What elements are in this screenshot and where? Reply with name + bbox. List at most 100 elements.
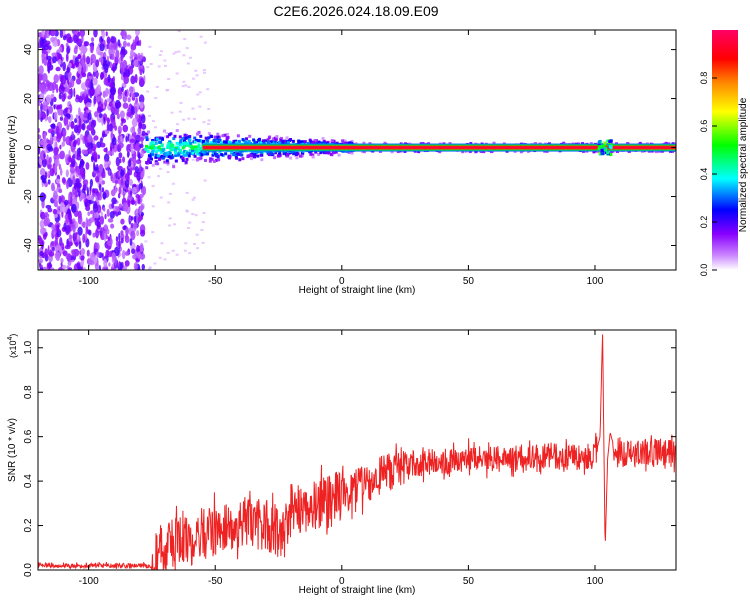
noise-cell <box>137 216 142 223</box>
noise-cell <box>39 267 44 270</box>
noise-cell <box>85 102 92 108</box>
onset-cell <box>158 157 162 161</box>
top-plot-frame <box>37 29 677 271</box>
noise-cell <box>98 163 104 174</box>
noise-cell <box>124 251 130 256</box>
halo-cell <box>396 151 400 154</box>
halo-cell <box>362 151 366 154</box>
onset-cell <box>267 136 271 140</box>
top-x-tick-label-1: -50 <box>208 276 223 287</box>
noise-cell <box>97 154 101 160</box>
noise-cell <box>130 230 136 241</box>
noise-cell <box>113 41 118 51</box>
faint-cell <box>201 221 205 224</box>
onset-cell <box>171 146 175 150</box>
onset-cell <box>145 161 149 165</box>
noise-cell <box>120 218 125 225</box>
noise-cell <box>41 38 47 44</box>
onset-cell <box>172 165 176 169</box>
halo-cell <box>543 150 547 153</box>
onset-cell <box>235 156 239 160</box>
colorbar-tick-label-0: 0.0 <box>699 264 709 277</box>
onset-cell <box>291 139 295 143</box>
onset-cell <box>269 152 273 156</box>
onset-cell <box>178 135 182 139</box>
noise-cell <box>77 64 82 74</box>
faint-cell <box>152 120 156 123</box>
halo-cell <box>526 151 530 154</box>
onset-cell <box>208 159 212 163</box>
bottom-x-tick-label-1: -50 <box>208 576 223 587</box>
onset-cell <box>173 151 177 155</box>
noise-cell <box>130 126 136 134</box>
noise-cell <box>40 211 46 220</box>
noise-cell <box>140 170 145 178</box>
noise-cell <box>96 172 103 178</box>
noise-cell <box>47 179 51 185</box>
onset-cell <box>193 140 197 144</box>
noise-cell <box>90 155 94 163</box>
colorbar-tick-label-2: 0.4 <box>699 168 709 181</box>
faint-cell <box>179 101 183 104</box>
top-y-tick-label-2: 0 <box>23 144 34 150</box>
noise-cell <box>127 186 131 191</box>
noise-cell <box>95 228 100 239</box>
faint-cell <box>185 47 189 50</box>
faint-cell <box>167 77 171 80</box>
noise-cell <box>122 190 125 199</box>
noise-cell <box>66 238 69 248</box>
faint-cell <box>146 90 150 93</box>
faint-cell <box>183 249 187 252</box>
onset-cell <box>309 152 313 156</box>
onset-cell <box>266 138 270 142</box>
noise-cell <box>102 192 107 200</box>
onset-cell <box>161 137 165 141</box>
noise-cell <box>120 169 125 177</box>
onset-cell <box>311 155 315 159</box>
noise-cell <box>117 93 123 100</box>
onset-cell <box>313 139 317 143</box>
noise-cell <box>110 117 114 123</box>
onset-cell <box>181 156 185 160</box>
noise-cell <box>89 185 92 191</box>
noise-cell <box>57 58 62 65</box>
noise-cell <box>126 144 132 153</box>
onset-cell <box>274 140 278 144</box>
noise-cell <box>89 252 95 261</box>
noise-cell <box>49 168 55 177</box>
onset-cell <box>158 136 162 140</box>
onset-cell <box>237 152 241 156</box>
noise-cell <box>117 101 122 108</box>
noise-cell <box>71 249 77 257</box>
noise-cell <box>122 124 129 133</box>
onset-cell <box>178 143 182 147</box>
onset-cell <box>279 138 283 142</box>
onset-cell <box>206 139 210 143</box>
halo-cell <box>474 150 478 153</box>
noise-cell <box>90 37 95 42</box>
onset-cell <box>160 143 164 147</box>
noise-cell <box>69 78 75 88</box>
noise-cell <box>48 116 52 124</box>
noise-cell <box>66 33 72 43</box>
noise-cell <box>141 130 146 137</box>
noise-cell <box>135 99 138 105</box>
halo-cell <box>361 150 365 153</box>
noise-cell <box>117 39 121 47</box>
onset-cell <box>155 150 159 154</box>
halo-cell <box>638 141 642 144</box>
onset-cell <box>212 159 216 163</box>
noise-cell <box>53 135 58 142</box>
onset-cell <box>224 152 228 156</box>
noise-cell <box>61 242 65 251</box>
onset-cell <box>189 141 193 145</box>
onset-cell <box>232 153 236 157</box>
noise-cell <box>121 86 124 92</box>
noise-cell <box>107 250 113 258</box>
noise-cell <box>140 114 146 124</box>
onset-cell <box>172 137 176 141</box>
faint-cell <box>191 198 195 201</box>
onset-cell <box>183 149 187 153</box>
noise-cell <box>75 241 79 247</box>
halo-cell <box>545 150 549 153</box>
